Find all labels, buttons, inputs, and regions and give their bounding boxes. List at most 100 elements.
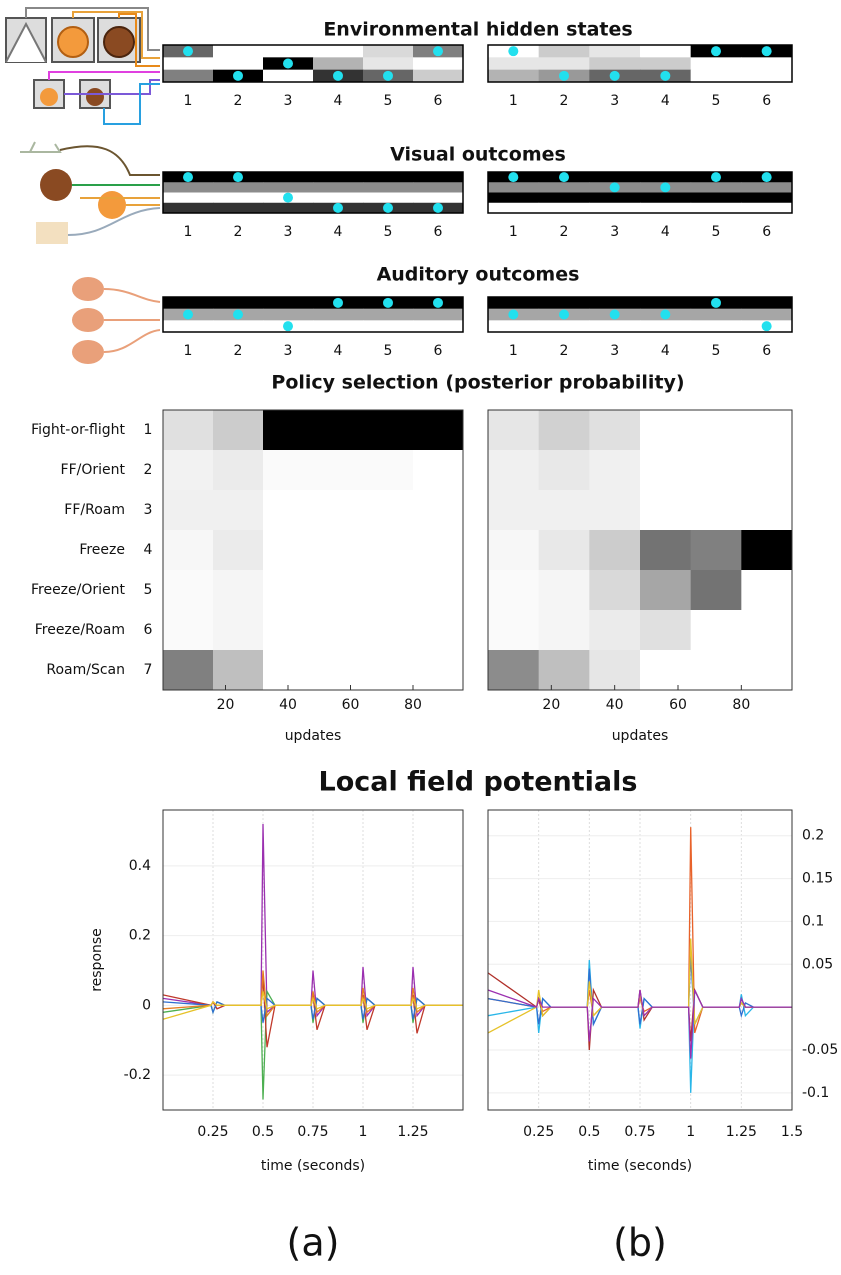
x-tick-label: 5 [712, 93, 721, 109]
heat-cell [741, 570, 793, 611]
x-tick-label: 1 [509, 93, 518, 109]
heat-cell [741, 610, 793, 651]
x-tick-label: 3 [284, 93, 293, 109]
raster-cell [213, 202, 264, 214]
state-dot [183, 309, 193, 320]
heat-cell [640, 610, 692, 651]
state-dot [711, 172, 721, 183]
y-tick-number: 1 [144, 422, 153, 438]
heat-cell [538, 650, 590, 691]
raster-frame [162, 44, 464, 83]
heat-cell [313, 570, 364, 611]
heat-cell [488, 610, 540, 651]
raster-cell [538, 45, 590, 58]
heat-cell [363, 610, 414, 651]
x-tick-label: 60 [342, 697, 360, 713]
raster-cell [313, 45, 364, 58]
heat-cell [488, 490, 540, 531]
x-tick-label: 6 [762, 224, 771, 240]
heat-cell [213, 610, 264, 651]
y-tick-number: 3 [144, 502, 153, 518]
raster-cell [640, 297, 692, 309]
raster-cell [313, 182, 364, 193]
raster-cell [213, 192, 264, 204]
x-tick-label: 4 [661, 343, 670, 359]
raster-cell [741, 182, 793, 193]
raster-cell [263, 182, 314, 193]
y-tick-number: 5 [144, 582, 153, 598]
raster-cell [263, 45, 314, 58]
heat-cell [640, 570, 692, 611]
x-tick-label: 2 [234, 343, 243, 359]
raster-frame [162, 296, 464, 333]
heat-cell [313, 410, 364, 451]
raster-cell [690, 57, 742, 70]
heat-cell [313, 530, 364, 571]
state-dot [711, 297, 721, 308]
heat-cell [488, 570, 540, 611]
heat-cell [313, 610, 364, 651]
heat-cell [538, 450, 590, 491]
raster-cell [413, 172, 464, 183]
raster-cell [163, 182, 214, 193]
heat-cell [640, 490, 692, 531]
y-tick-label: 0.4 [129, 858, 151, 874]
x-tick-label: 3 [284, 343, 293, 359]
heat-cell [589, 490, 641, 531]
panel-label: (b) [613, 1221, 667, 1265]
heat-cell [263, 650, 314, 691]
heat-cell [313, 650, 364, 691]
x-tick-label: 20 [217, 697, 235, 713]
state-dot [508, 309, 519, 320]
x-tick-label: 60 [669, 697, 687, 713]
heat-cell [213, 570, 264, 611]
raster-cell [640, 45, 692, 58]
raster-cell [488, 297, 540, 309]
raster-cell [741, 308, 793, 321]
x-tick-label: 1 [184, 224, 193, 240]
heat-cell [640, 650, 692, 691]
heat-cell [589, 530, 641, 571]
heat-cell [538, 530, 590, 571]
raster-cell [589, 172, 641, 183]
x-tick-label: 1 [184, 343, 193, 359]
x-tick-label: 6 [434, 343, 443, 359]
heat-cell [538, 610, 590, 651]
heat-cell [589, 410, 641, 451]
heat-cell [538, 410, 590, 451]
raster-cell [163, 57, 214, 70]
x-tick-label: 4 [661, 224, 670, 240]
y-tick-label: 0.1 [802, 913, 824, 929]
state-dot [761, 46, 772, 57]
raster-cell [741, 297, 793, 309]
state-dot [333, 70, 343, 81]
heat-cell [263, 490, 314, 531]
lfp-trace [487, 955, 792, 1027]
x-tick-label: 40 [279, 697, 297, 713]
raster-cell [313, 57, 364, 70]
raster-cell [538, 297, 590, 309]
raster-cell [263, 69, 314, 83]
raster-cell [413, 192, 464, 204]
heat-cell [589, 650, 641, 691]
raster-cell [589, 202, 641, 214]
y-tick-label: Roam/Scan [46, 662, 125, 678]
x-tick-label: 1.25 [726, 1124, 757, 1140]
y-tick-label: FF/Orient [61, 462, 126, 478]
y-tick-label: -0.1 [802, 1085, 829, 1101]
x-axis-label: updates [612, 728, 669, 744]
raster-cell [589, 192, 641, 204]
x-tick-label: 5 [384, 343, 393, 359]
heat-cell [263, 530, 314, 571]
heat-cell [690, 650, 742, 691]
raster-cell [213, 297, 264, 309]
raster-cell [741, 202, 793, 214]
heat-cell [163, 450, 214, 491]
x-tick-label: 4 [334, 343, 343, 359]
x-tick-label: 6 [434, 93, 443, 109]
x-tick-label: 2 [560, 343, 569, 359]
x-axis-label: updates [285, 728, 342, 744]
heat-cell [363, 570, 414, 611]
y-tick-number: 2 [144, 462, 153, 478]
raster-cell [589, 57, 641, 70]
